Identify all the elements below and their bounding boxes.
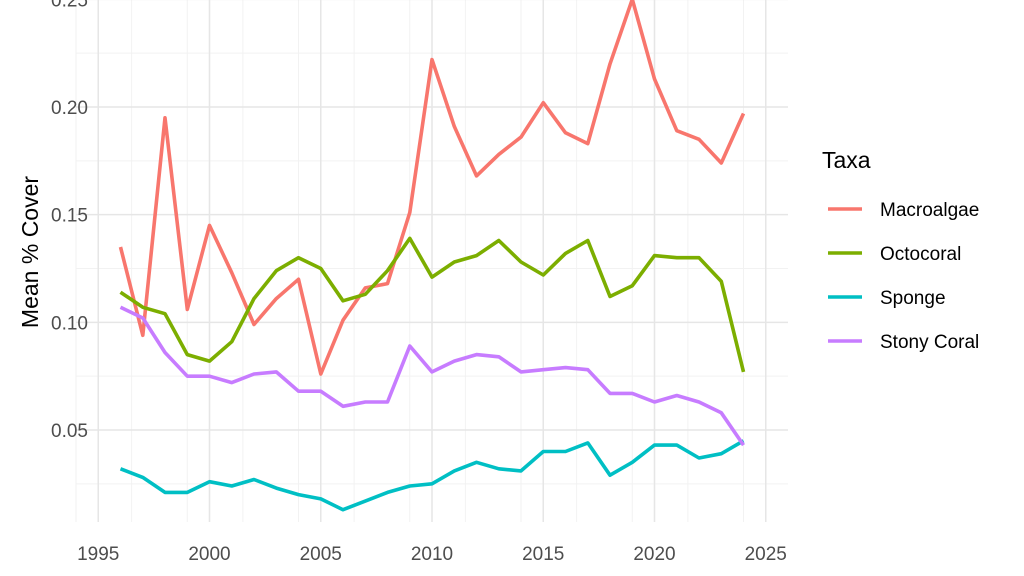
- series-lines: [118, 0, 746, 512]
- x-tick-label: 2000: [188, 544, 230, 565]
- series-line-sponge: [119, 439, 745, 512]
- legend-label: Sponge: [880, 288, 946, 309]
- x-tick-label: 2020: [633, 544, 675, 565]
- x-tick-label: 2025: [745, 544, 787, 565]
- legend-title: Taxa: [822, 147, 871, 173]
- series-line-macroalgae: [118, 0, 746, 376]
- series-line-stony-coral: [119, 305, 745, 447]
- x-tick-label: 2015: [522, 544, 564, 565]
- y-tick-label: 0.20: [51, 98, 88, 119]
- x-tick-label: 2005: [300, 544, 342, 565]
- legend-items: Macroalgae Octocoral Sponge Stony Coral: [828, 200, 979, 353]
- y-tick-label: 0.05: [51, 421, 88, 442]
- legend-label: Stony Coral: [880, 332, 979, 353]
- x-tick-label: 2010: [411, 544, 453, 565]
- legend-item-macroalgae: Macroalgae: [828, 200, 979, 221]
- legend-item-stony-coral: Stony Coral: [828, 332, 979, 353]
- y-tick-label: 0.10: [51, 313, 88, 334]
- legend-label: Octocoral: [880, 244, 961, 265]
- series-line-octocoral: [119, 236, 746, 373]
- y-axis-ticks: 0.05 0.10 0.15 0.20 0.25: [51, 0, 88, 442]
- legend-item-octocoral: Octocoral: [828, 244, 961, 265]
- legend-label: Macroalgae: [880, 200, 979, 221]
- legend: Taxa Macroalgae Octocoral Sponge Stony Cora…: [822, 147, 979, 353]
- x-tick-label: 1995: [77, 544, 119, 565]
- y-axis-title: Mean % Cover: [17, 176, 43, 328]
- y-tick-label: 0.25: [51, 0, 88, 11]
- x-axis-ticks: 1995 2000 2005 2010 2015 2020 2025: [77, 544, 787, 565]
- y-tick-label: 0.15: [51, 206, 88, 227]
- legend-item-sponge: Sponge: [828, 288, 946, 309]
